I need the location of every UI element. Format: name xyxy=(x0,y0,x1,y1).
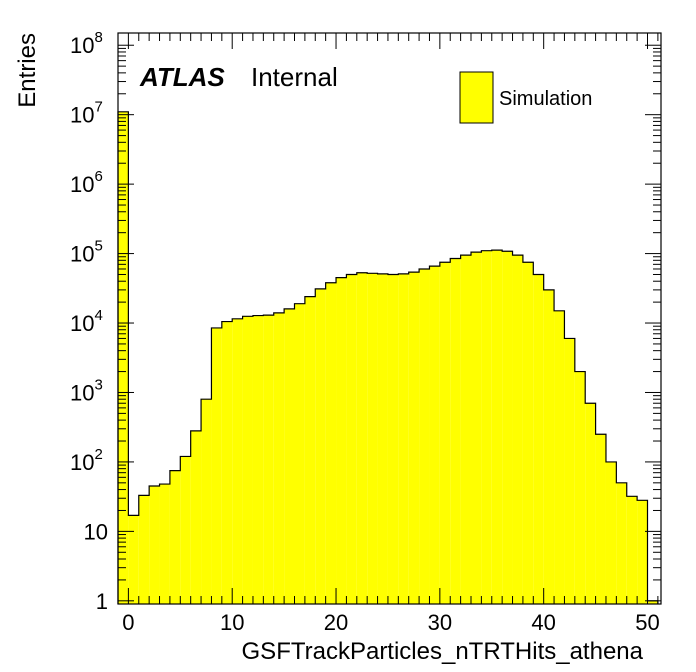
histogram-bin xyxy=(273,312,285,604)
histogram-bin xyxy=(190,430,202,604)
histogram-bars xyxy=(118,111,658,604)
histogram-bin xyxy=(554,310,565,604)
histogram-bin xyxy=(242,316,253,604)
x-tick-label: 30 xyxy=(428,610,452,635)
histogram-bin xyxy=(325,282,337,604)
histogram-bin xyxy=(502,251,513,604)
x-tick-label: 10 xyxy=(220,610,244,635)
histogram-bin xyxy=(543,289,555,604)
histogram-bin xyxy=(460,255,472,604)
legend-swatch xyxy=(459,71,494,124)
histogram-bin xyxy=(533,274,544,604)
histogram-bin xyxy=(450,258,461,604)
histogram-bin xyxy=(159,484,170,604)
histogram-bin xyxy=(232,318,243,604)
x-tick-label: 40 xyxy=(531,610,555,635)
x-axis-title: GSFTrackParticles_nTRTHits_athena xyxy=(242,638,644,665)
histogram-bin xyxy=(263,315,274,604)
y-tick-label: 103 xyxy=(70,376,103,405)
y-tick-label: 108 xyxy=(70,29,103,58)
histogram-bin xyxy=(419,268,430,604)
histogram-bin xyxy=(408,272,420,604)
y-tick-label: 10 xyxy=(84,519,108,544)
histogram-bin xyxy=(367,273,378,604)
histogram-bin xyxy=(512,255,523,604)
histogram-bin xyxy=(491,250,503,604)
histogram-bin xyxy=(180,456,191,604)
histogram-bin xyxy=(471,252,482,604)
histogram-bin xyxy=(221,321,233,604)
x-tick-label: 20 xyxy=(324,610,348,635)
histogram-bin xyxy=(294,303,305,604)
histogram-outline xyxy=(117,111,659,604)
legend-entry-simulation: Simulation xyxy=(499,88,592,110)
histogram-bin xyxy=(201,399,212,604)
histogram-bin xyxy=(169,470,181,604)
histogram-bin xyxy=(138,495,150,604)
y-tick-label: 107 xyxy=(70,99,103,128)
histogram-bin xyxy=(211,327,222,604)
histogram-bin xyxy=(252,315,264,604)
histogram-bin xyxy=(304,296,316,604)
y-tick-label: 1 xyxy=(96,589,108,614)
plot-frame xyxy=(117,32,662,605)
histogram-bin xyxy=(377,273,388,604)
y-tick-label: 105 xyxy=(70,238,103,267)
x-axis: 0 10 20 30 40 50 xyxy=(117,33,660,635)
histogram-bin xyxy=(149,486,160,604)
histogram-bin xyxy=(522,262,534,604)
histogram-bin xyxy=(346,274,357,604)
histogram-bin xyxy=(647,600,658,604)
histogram-bin xyxy=(315,288,326,604)
atlas-label: ATLAS xyxy=(139,62,225,92)
histogram-bin xyxy=(356,272,368,604)
histogram-bin xyxy=(574,371,586,604)
histogram-bin xyxy=(336,277,347,604)
y-tick-label: 102 xyxy=(70,446,103,475)
histogram-bin xyxy=(429,266,440,604)
histogram-bin xyxy=(585,403,596,604)
histogram-bin xyxy=(637,500,648,604)
histogram-bin xyxy=(595,434,606,604)
atlas-status: Internal xyxy=(251,62,338,92)
histogram-bin xyxy=(481,250,492,604)
x-tick-label: 0 xyxy=(122,610,134,635)
y-tick-label: 104 xyxy=(70,307,103,336)
y-axis: 1 10 102 103 104 105 106 107 108 xyxy=(70,29,661,614)
histogram-bin xyxy=(387,274,399,604)
legend: Simulation xyxy=(459,71,592,124)
y-tick-label: 106 xyxy=(70,168,103,197)
histogram-bin xyxy=(564,338,575,604)
histogram-bin xyxy=(118,111,129,604)
histogram-bin xyxy=(626,496,638,604)
y-axis-title: Entries xyxy=(14,33,41,108)
histogram-bin xyxy=(616,482,627,604)
histogram-bin xyxy=(398,273,409,604)
histogram-bin xyxy=(605,461,617,604)
histogram-bin xyxy=(284,308,295,604)
x-tick-label: 50 xyxy=(635,610,659,635)
histogram-bin xyxy=(439,262,451,604)
histogram-bin xyxy=(128,515,139,604)
